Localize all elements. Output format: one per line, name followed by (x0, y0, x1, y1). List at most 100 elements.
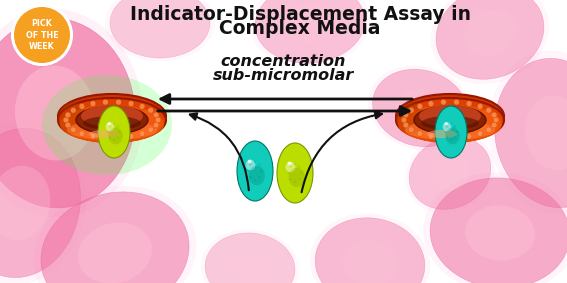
Circle shape (441, 135, 446, 141)
Circle shape (450, 139, 452, 141)
Circle shape (450, 123, 452, 125)
Ellipse shape (310, 213, 430, 283)
Ellipse shape (42, 75, 172, 175)
Ellipse shape (488, 51, 567, 215)
Circle shape (294, 163, 296, 165)
Circle shape (70, 108, 76, 113)
Circle shape (113, 123, 115, 125)
Circle shape (454, 135, 459, 141)
Circle shape (454, 136, 456, 139)
Circle shape (103, 135, 108, 141)
Ellipse shape (76, 106, 148, 134)
Ellipse shape (465, 205, 535, 261)
Ellipse shape (463, 10, 517, 56)
Circle shape (258, 176, 261, 179)
Ellipse shape (277, 143, 313, 203)
Circle shape (70, 127, 76, 132)
Circle shape (148, 127, 154, 132)
Circle shape (298, 166, 301, 168)
Circle shape (428, 101, 434, 106)
Ellipse shape (58, 94, 166, 138)
Ellipse shape (15, 66, 95, 160)
Circle shape (109, 136, 111, 139)
Circle shape (289, 166, 292, 168)
Circle shape (139, 104, 145, 109)
Ellipse shape (246, 160, 256, 170)
Ellipse shape (107, 122, 111, 125)
Text: PICK
OF THE
WEEK: PICK OF THE WEEK (26, 19, 58, 51)
Ellipse shape (398, 105, 502, 143)
Ellipse shape (0, 18, 135, 208)
Ellipse shape (368, 65, 472, 151)
Ellipse shape (524, 96, 567, 170)
Circle shape (155, 117, 161, 123)
Circle shape (417, 131, 422, 136)
Ellipse shape (67, 120, 157, 140)
Circle shape (254, 161, 256, 163)
Ellipse shape (430, 178, 567, 283)
Ellipse shape (255, 0, 365, 63)
Ellipse shape (315, 218, 425, 283)
Text: concentration: concentration (221, 53, 346, 68)
Ellipse shape (0, 128, 81, 278)
Circle shape (249, 164, 252, 166)
Circle shape (492, 122, 497, 128)
Circle shape (493, 117, 499, 123)
Circle shape (428, 134, 434, 139)
Ellipse shape (205, 233, 295, 283)
Circle shape (477, 131, 483, 136)
Circle shape (248, 170, 250, 172)
Circle shape (116, 99, 121, 105)
Ellipse shape (409, 137, 491, 209)
Circle shape (408, 127, 414, 132)
Ellipse shape (0, 121, 87, 283)
Circle shape (466, 101, 472, 106)
Ellipse shape (249, 166, 265, 185)
Ellipse shape (0, 8, 143, 217)
Circle shape (128, 101, 134, 106)
Circle shape (401, 117, 407, 123)
Ellipse shape (445, 122, 448, 125)
Ellipse shape (396, 102, 424, 134)
Ellipse shape (201, 230, 299, 283)
Ellipse shape (89, 130, 119, 138)
Circle shape (139, 131, 145, 136)
Circle shape (289, 178, 292, 181)
Ellipse shape (248, 160, 252, 163)
Circle shape (65, 122, 71, 128)
Circle shape (298, 178, 301, 181)
Circle shape (403, 122, 409, 128)
Ellipse shape (396, 98, 504, 142)
Ellipse shape (435, 106, 467, 158)
Circle shape (65, 112, 71, 118)
Ellipse shape (423, 172, 567, 283)
Circle shape (260, 170, 263, 172)
Circle shape (492, 112, 497, 118)
Ellipse shape (60, 105, 164, 143)
Circle shape (466, 134, 472, 139)
Ellipse shape (237, 141, 273, 201)
Ellipse shape (105, 122, 115, 131)
Ellipse shape (108, 127, 123, 144)
Circle shape (103, 99, 108, 105)
Ellipse shape (396, 89, 444, 127)
Ellipse shape (421, 116, 479, 130)
Circle shape (249, 176, 252, 179)
Ellipse shape (282, 3, 337, 43)
Ellipse shape (400, 100, 500, 125)
Ellipse shape (405, 120, 495, 140)
Circle shape (14, 7, 70, 63)
Circle shape (446, 136, 448, 139)
Ellipse shape (41, 192, 189, 283)
Ellipse shape (414, 106, 486, 134)
Circle shape (148, 108, 154, 113)
Ellipse shape (436, 0, 544, 79)
Circle shape (12, 5, 72, 65)
Ellipse shape (477, 109, 499, 135)
Ellipse shape (62, 100, 162, 125)
Circle shape (444, 131, 447, 133)
Ellipse shape (287, 162, 291, 165)
Ellipse shape (419, 105, 481, 127)
Circle shape (408, 108, 414, 113)
Ellipse shape (342, 240, 397, 283)
